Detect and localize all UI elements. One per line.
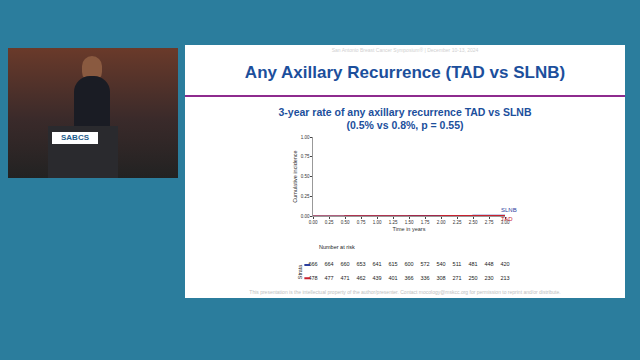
html-text:San Antonio Breast Cancer Symp: San Antonio Breast Cancer Symposium® | D… [331, 47, 479, 53]
svg-text:271: 271 [452, 275, 461, 281]
svg-text:666: 666 [308, 261, 317, 267]
svg-text:481: 481 [468, 261, 477, 267]
svg-text:308: 308 [436, 275, 445, 281]
svg-text:0.75: 0.75 [357, 220, 366, 225]
svg-text:SLNB: SLNB [501, 207, 517, 213]
svg-text:2.25: 2.25 [453, 220, 462, 225]
html-text:(0.5% vs 0.8%, p = 0.55): (0.5% vs 0.8%, p = 0.55) [346, 119, 464, 131]
svg-text:213: 213 [500, 275, 509, 281]
svg-text:Number at risk: Number at risk [319, 244, 355, 250]
svg-text:1.50: 1.50 [405, 220, 414, 225]
svg-text:0.25: 0.25 [301, 194, 310, 199]
svg-text:Cumulative incidence: Cumulative incidence [292, 150, 298, 202]
svg-text:660: 660 [340, 261, 349, 267]
svg-text:471: 471 [340, 275, 349, 281]
svg-text:641: 641 [372, 261, 381, 267]
html-text:This presentation is the intel: This presentation is the intellectual pr… [249, 289, 561, 295]
svg-text:572: 572 [420, 261, 429, 267]
svg-text:1.25: 1.25 [389, 220, 398, 225]
svg-text:540: 540 [436, 261, 445, 267]
svg-text:0.50: 0.50 [341, 220, 350, 225]
svg-text:420: 420 [500, 261, 509, 267]
svg-text:462: 462 [356, 275, 365, 281]
svg-text:511: 511 [453, 261, 462, 267]
svg-text:615: 615 [388, 261, 397, 267]
svg-text:600: 600 [404, 261, 413, 267]
svg-text:2.75: 2.75 [485, 220, 494, 225]
html-text:Any Axillary Recurrence (TAD v: Any Axillary Recurrence (TAD vs SLNB) [244, 63, 566, 82]
svg-text:336: 336 [420, 275, 429, 281]
svg-text:2.50: 2.50 [469, 220, 478, 225]
svg-text:664: 664 [324, 261, 333, 267]
svg-text:448: 448 [484, 261, 493, 267]
html-text:SABCS: SABCS [61, 133, 89, 142]
svg-text:3.00: 3.00 [501, 220, 510, 225]
svg-text:0.00: 0.00 [309, 220, 318, 225]
svg-text:230: 230 [484, 275, 493, 281]
svg-text:439: 439 [372, 275, 381, 281]
svg-text:0.75: 0.75 [301, 154, 310, 159]
svg-text:0.50: 0.50 [301, 174, 310, 179]
svg-text:653: 653 [356, 261, 365, 267]
svg-text:Time in years: Time in years [393, 226, 426, 232]
svg-text:Strata: Strata [297, 264, 303, 280]
html-text:3-year rate of any axillary re: 3-year rate of any axillary recurrence T… [278, 106, 532, 118]
svg-text:477: 477 [324, 275, 333, 281]
svg-text:401: 401 [388, 275, 397, 281]
svg-text:1.00: 1.00 [301, 135, 310, 140]
svg-text:0.00: 0.00 [301, 214, 310, 219]
svg-text:1.00: 1.00 [373, 220, 382, 225]
svg-text:0.25: 0.25 [325, 220, 334, 225]
svg-text:TAD: TAD [501, 216, 513, 222]
svg-text:1.75: 1.75 [421, 220, 430, 225]
svg-text:478: 478 [308, 275, 317, 281]
svg-text:2.00: 2.00 [437, 220, 446, 225]
svg-text:366: 366 [404, 275, 413, 281]
svg-text:250: 250 [468, 275, 477, 281]
